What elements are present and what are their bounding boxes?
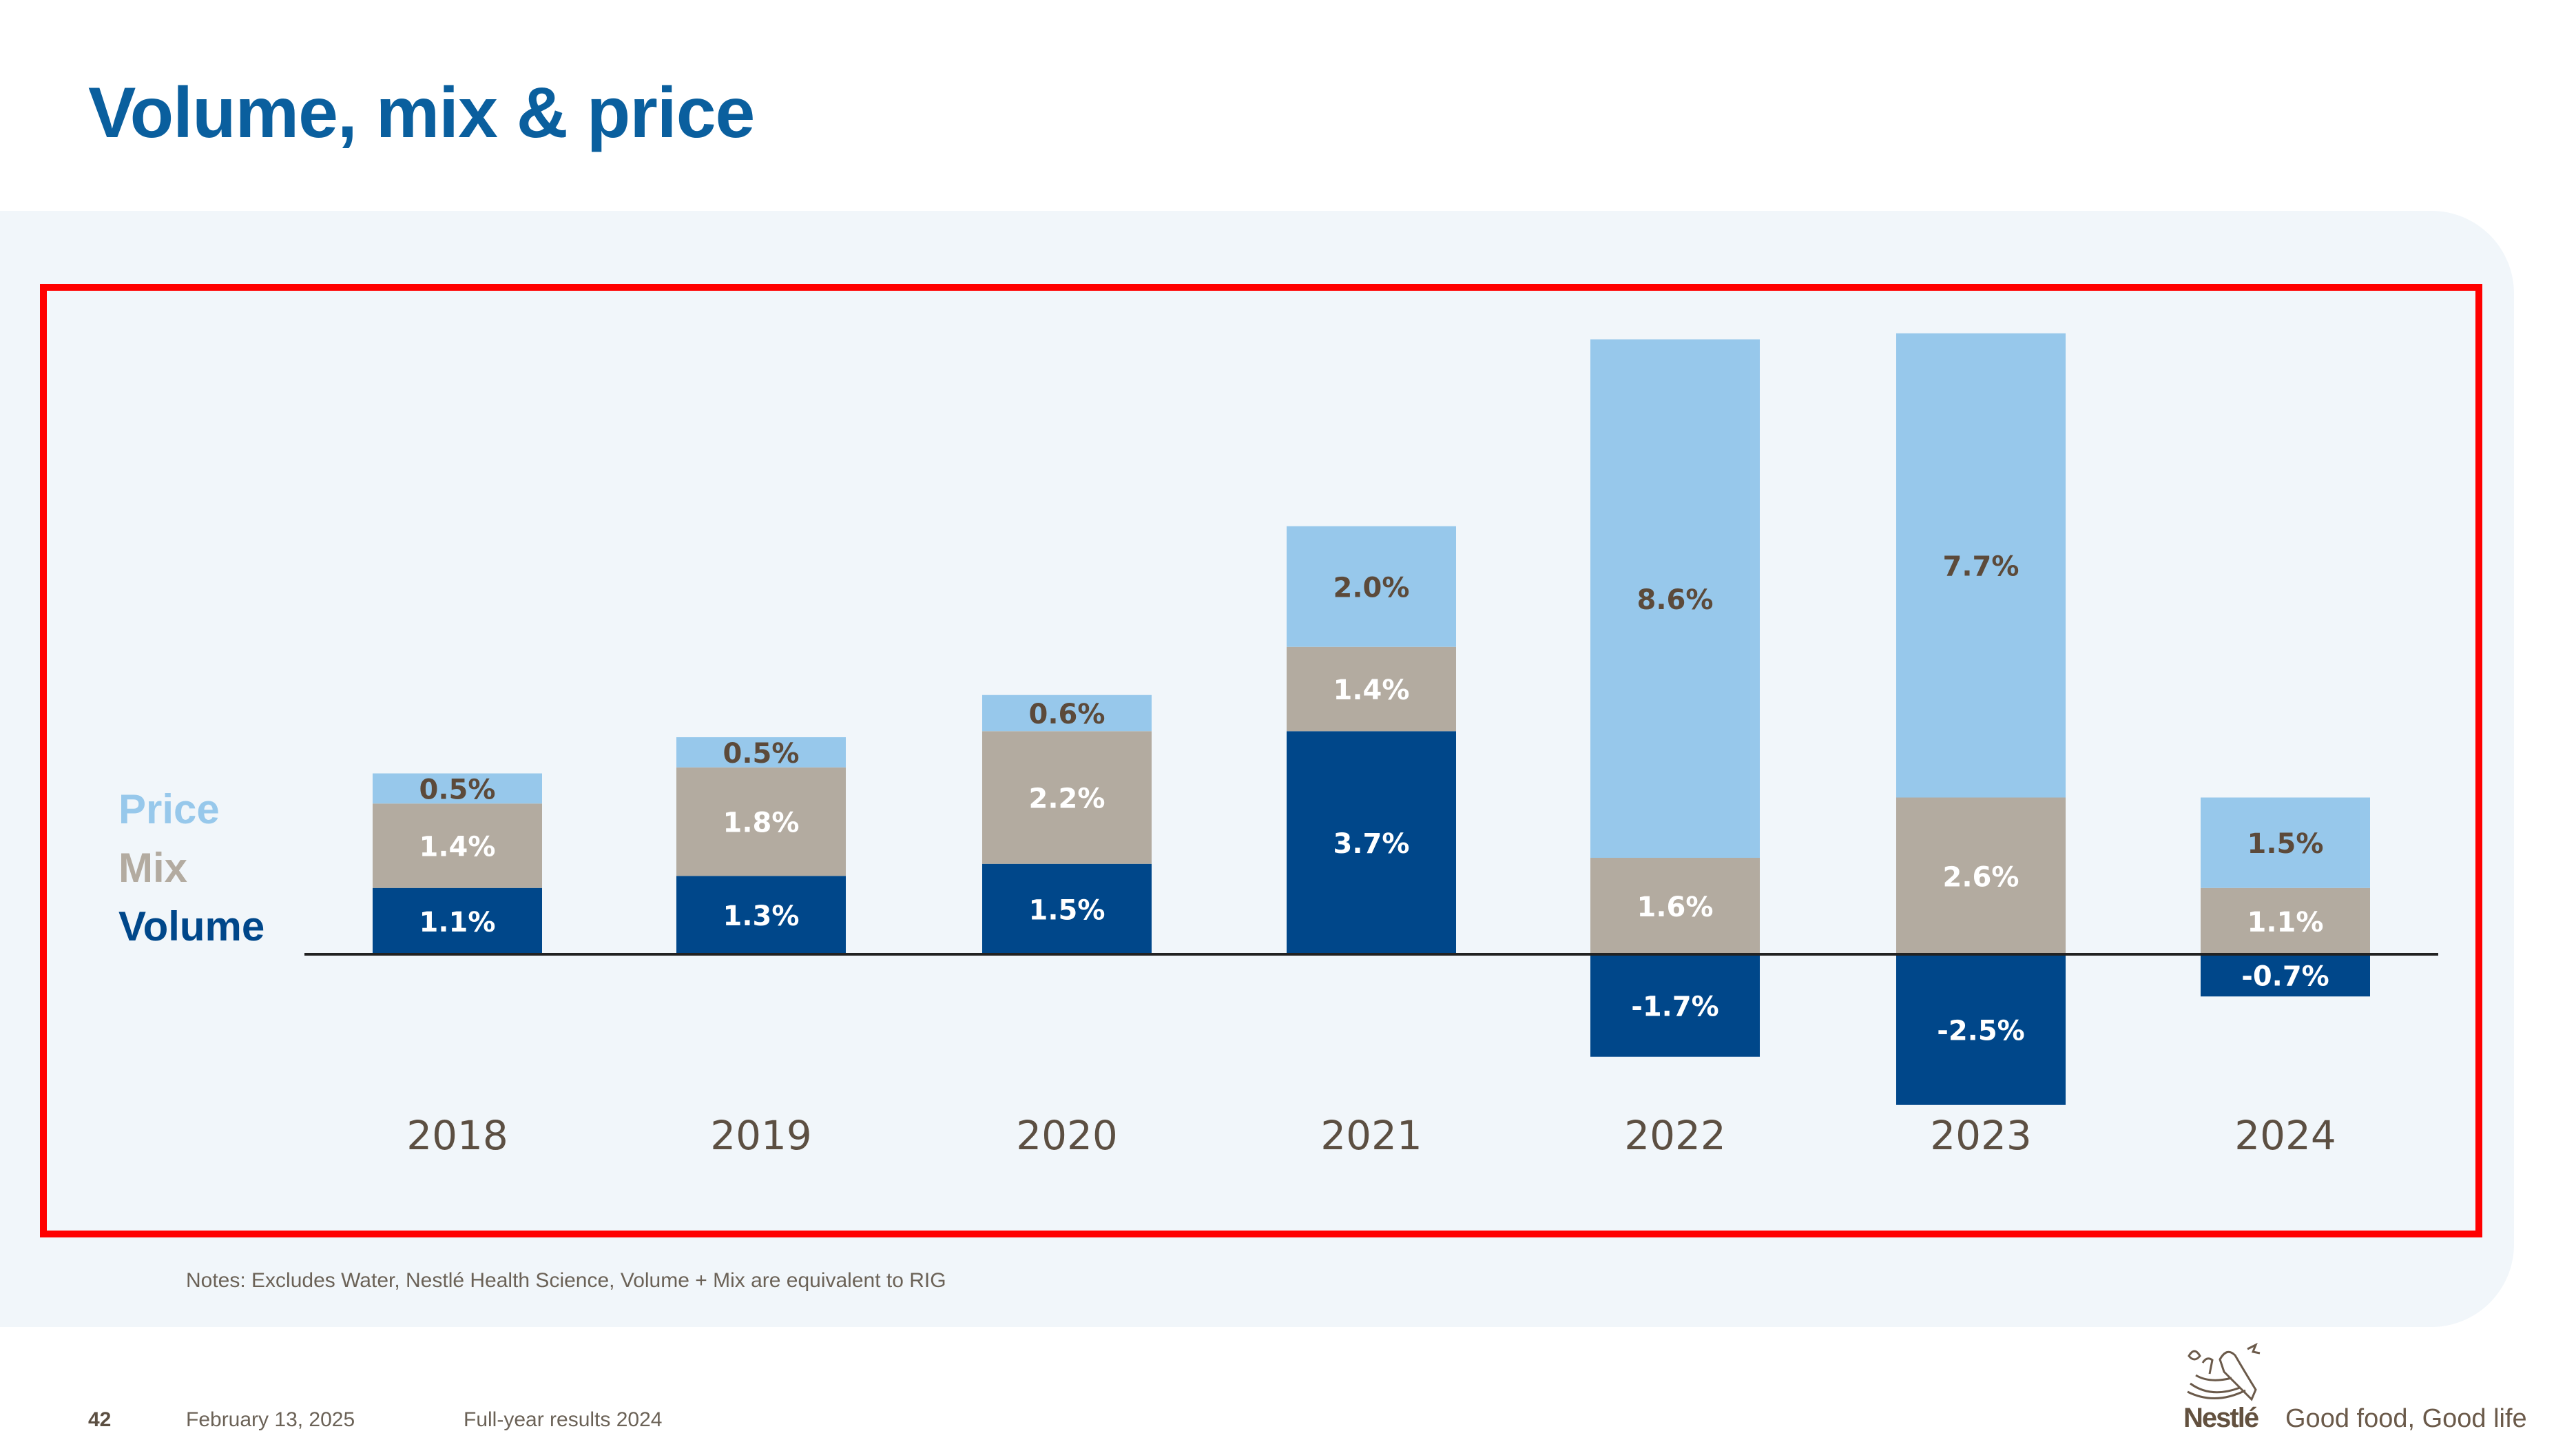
tagline: Good food, Good life bbox=[2285, 1404, 2527, 1433]
bar-segment-price-2024 bbox=[2201, 797, 2370, 888]
bar-segment-price-2019 bbox=[676, 737, 846, 768]
bar-segment-volume-2023 bbox=[1896, 954, 2066, 1105]
bar-segment-price-2020 bbox=[982, 695, 1152, 732]
data-label-price-2019: 0.5% bbox=[723, 738, 800, 770]
bar-segment-price-2018 bbox=[373, 773, 542, 804]
bar-segment-volume-2018 bbox=[373, 887, 542, 954]
bar-segment-mix-2021 bbox=[1287, 646, 1456, 732]
x-tick-label-2022: 2022 bbox=[1624, 1112, 1726, 1159]
data-label-mix-2020: 2.2% bbox=[1029, 783, 1105, 815]
data-label-price-2024: 1.5% bbox=[2247, 828, 2324, 860]
legend-mix-label: Mix bbox=[118, 845, 188, 891]
bar-segment-price-2023 bbox=[1896, 333, 2066, 798]
brand-wordmark: Nestlé bbox=[2183, 1403, 2259, 1433]
chart-panel bbox=[0, 211, 2514, 1327]
data-label-price-2021: 2.0% bbox=[1333, 572, 1410, 604]
highlight-box bbox=[40, 284, 2482, 1237]
bar-segment-price-2022 bbox=[1590, 339, 1760, 858]
x-tick-label-2019: 2019 bbox=[710, 1112, 812, 1159]
bar-segment-volume-2022 bbox=[1590, 954, 1760, 1057]
bar-segment-price-2021 bbox=[1287, 526, 1456, 647]
data-label-price-2022: 8.6% bbox=[1637, 584, 1714, 616]
legend-volume-label: Volume bbox=[118, 903, 265, 949]
data-label-price-2020: 0.6% bbox=[1029, 699, 1105, 730]
data-label-volume-2021: 3.7% bbox=[1333, 828, 1410, 860]
nest-birds-icon bbox=[2187, 1342, 2261, 1401]
footer-date: February 13, 2025 bbox=[186, 1408, 355, 1431]
data-label-mix-2021: 1.4% bbox=[1333, 675, 1410, 706]
page-title: Volume, mix & price bbox=[88, 73, 755, 153]
bar-segment-volume-2024 bbox=[2201, 954, 2370, 997]
footer-event: Full-year results 2024 bbox=[464, 1408, 663, 1431]
bar-segment-volume-2019 bbox=[676, 876, 846, 954]
x-tick-label-2024: 2024 bbox=[2234, 1112, 2336, 1159]
data-label-volume-2019: 1.3% bbox=[723, 901, 800, 932]
data-label-price-2023: 7.7% bbox=[1943, 551, 2019, 583]
x-tick-label-2021: 2021 bbox=[1320, 1112, 1422, 1159]
data-label-volume-2023: -2.5% bbox=[1937, 1015, 2025, 1047]
bar-segment-volume-2021 bbox=[1287, 731, 1456, 954]
bar-segment-mix-2019 bbox=[676, 767, 846, 876]
data-label-price-2018: 0.5% bbox=[419, 774, 496, 805]
bar-segment-mix-2020 bbox=[982, 731, 1152, 864]
bar-segment-mix-2022 bbox=[1590, 858, 1760, 954]
x-tick-label-2018: 2018 bbox=[406, 1112, 508, 1159]
bar-segment-mix-2023 bbox=[1896, 797, 2066, 954]
bar-segment-mix-2024 bbox=[2201, 887, 2370, 954]
data-label-volume-2024: -0.7% bbox=[2241, 961, 2329, 993]
legend-price: Price bbox=[118, 785, 220, 833]
data-label-volume-2020: 1.5% bbox=[1029, 894, 1105, 926]
data-label-mix-2022: 1.6% bbox=[1637, 892, 1714, 923]
legend-price-label: Price bbox=[118, 786, 220, 832]
data-label-volume-2022: -1.7% bbox=[1631, 991, 1719, 1022]
data-label-mix-2023: 2.6% bbox=[1943, 861, 2019, 893]
footnote: Notes: Excludes Water, Nestlé Health Sci… bbox=[186, 1269, 946, 1292]
data-label-mix-2018: 1.4% bbox=[419, 832, 496, 863]
x-tick-label-2023: 2023 bbox=[1930, 1112, 2032, 1159]
x-tick-label-2020: 2020 bbox=[1016, 1112, 1118, 1159]
legend-mix: Mix bbox=[118, 844, 187, 892]
page-number: 42 bbox=[88, 1408, 112, 1431]
data-label-mix-2024: 1.1% bbox=[2247, 907, 2324, 938]
data-label-mix-2019: 1.8% bbox=[723, 808, 800, 839]
data-label-volume-2018: 1.1% bbox=[419, 907, 496, 938]
bar-segment-mix-2018 bbox=[373, 803, 542, 888]
legend-volume: Volume bbox=[118, 903, 264, 950]
bar-segment-volume-2020 bbox=[982, 863, 1152, 954]
